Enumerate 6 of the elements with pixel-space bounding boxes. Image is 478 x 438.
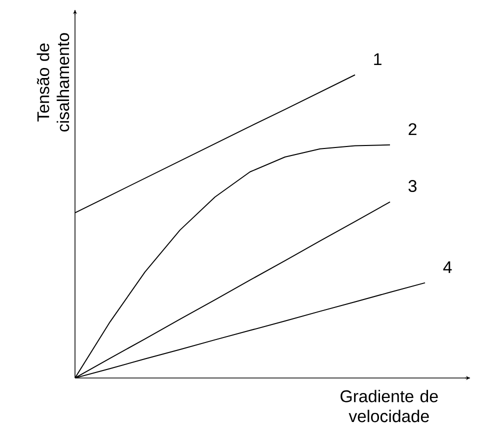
x-axis-title: Gradiente de velocidade	[340, 390, 438, 422]
y-axis-title: Tensão de cisalhamento	[36, 33, 70, 132]
series-label: 3	[408, 180, 417, 192]
series-label: 4	[443, 261, 452, 273]
series-label: 2	[408, 123, 416, 136]
series-label: 1	[374, 53, 382, 66]
